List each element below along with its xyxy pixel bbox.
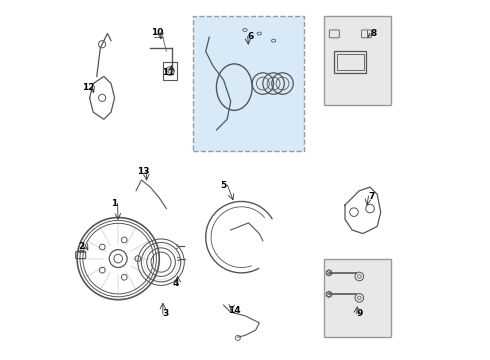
Bar: [323, 16, 392, 105]
Text: 1: 1: [112, 199, 118, 208]
Bar: [334, 51, 367, 73]
Text: 7: 7: [368, 192, 375, 201]
Text: 5: 5: [220, 181, 227, 190]
Bar: [337, 54, 364, 70]
Text: 2: 2: [78, 242, 84, 251]
Bar: [323, 258, 392, 337]
Text: 12: 12: [81, 83, 94, 92]
Text: 8: 8: [370, 29, 377, 38]
Circle shape: [327, 271, 331, 275]
Bar: [193, 16, 304, 152]
Text: 10: 10: [151, 28, 164, 37]
Text: 13: 13: [137, 167, 149, 176]
Text: 3: 3: [163, 310, 169, 319]
Circle shape: [327, 292, 331, 296]
Text: 6: 6: [247, 32, 253, 41]
Text: 4: 4: [172, 279, 178, 288]
Bar: [163, 62, 177, 80]
Text: 14: 14: [228, 306, 241, 315]
Text: 11: 11: [162, 68, 174, 77]
Text: 9: 9: [356, 310, 363, 319]
Circle shape: [235, 336, 241, 341]
